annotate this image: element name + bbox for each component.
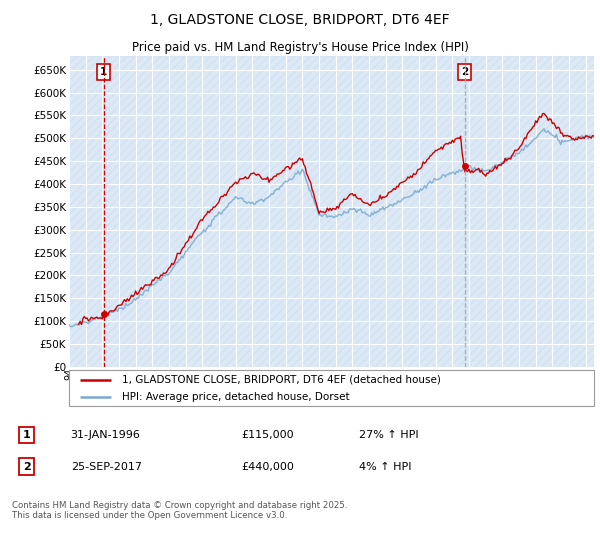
- Text: 1, GLADSTONE CLOSE, BRIDPORT, DT6 4EF: 1, GLADSTONE CLOSE, BRIDPORT, DT6 4EF: [150, 13, 450, 27]
- Text: Price paid vs. HM Land Registry's House Price Index (HPI): Price paid vs. HM Land Registry's House …: [131, 41, 469, 54]
- Text: 25-SEP-2017: 25-SEP-2017: [71, 461, 142, 472]
- Text: 2: 2: [23, 461, 31, 472]
- Text: 2: 2: [461, 67, 468, 77]
- Text: 1: 1: [100, 67, 107, 77]
- Bar: [69, 56, 594, 367]
- Text: 4% ↑ HPI: 4% ↑ HPI: [359, 461, 412, 472]
- Text: Contains HM Land Registry data © Crown copyright and database right 2025.
This d: Contains HM Land Registry data © Crown c…: [12, 501, 347, 520]
- Text: 31-JAN-1996: 31-JAN-1996: [71, 430, 140, 440]
- Text: 1: 1: [23, 430, 31, 440]
- Text: HPI: Average price, detached house, Dorset: HPI: Average price, detached house, Dors…: [121, 392, 349, 402]
- FancyBboxPatch shape: [69, 370, 594, 406]
- Bar: [69, 56, 594, 367]
- Text: 1, GLADSTONE CLOSE, BRIDPORT, DT6 4EF (detached house): 1, GLADSTONE CLOSE, BRIDPORT, DT6 4EF (d…: [121, 375, 440, 385]
- Text: £440,000: £440,000: [241, 461, 294, 472]
- Text: £115,000: £115,000: [241, 430, 294, 440]
- Text: 27% ↑ HPI: 27% ↑ HPI: [359, 430, 418, 440]
